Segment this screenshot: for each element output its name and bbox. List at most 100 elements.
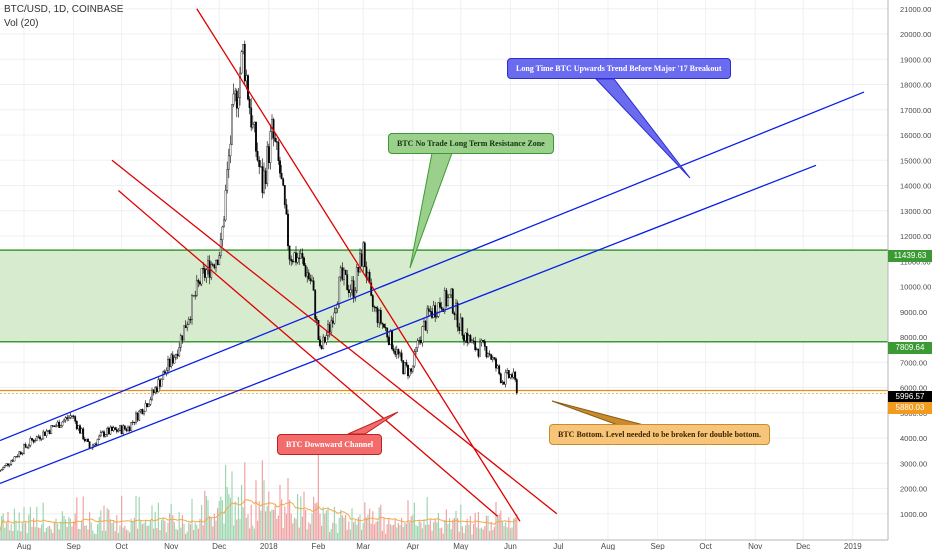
candle-body[interactable]	[475, 348, 478, 351]
candle-body[interactable]	[10, 460, 13, 465]
candle-body[interactable]	[421, 326, 424, 344]
candle-body[interactable]	[72, 415, 75, 417]
candle-body[interactable]	[314, 290, 317, 319]
candle-body[interactable]	[376, 307, 379, 324]
candle-body[interactable]	[130, 422, 133, 432]
candle-body[interactable]	[71, 415, 73, 417]
candle-body[interactable]	[424, 321, 427, 331]
candle-body[interactable]	[306, 272, 309, 277]
candle-body[interactable]	[192, 295, 195, 297]
candle-body[interactable]	[87, 439, 89, 442]
candle-body[interactable]	[291, 260, 294, 263]
candle-body[interactable]	[223, 219, 225, 228]
candle-body[interactable]	[85, 439, 88, 442]
candle-body[interactable]	[354, 290, 357, 299]
candle-body[interactable]	[427, 308, 430, 312]
candle-body[interactable]	[488, 353, 491, 355]
candle-body[interactable]	[285, 204, 288, 215]
candle-body[interactable]	[370, 282, 373, 296]
candle-body[interactable]	[280, 173, 283, 180]
candle-body[interactable]	[403, 362, 406, 375]
candle-body[interactable]	[323, 336, 326, 343]
candle-body[interactable]	[359, 253, 361, 273]
candle-body[interactable]	[242, 44, 245, 52]
candle-body[interactable]	[163, 371, 166, 374]
candle-body[interactable]	[351, 280, 353, 291]
candle-body[interactable]	[511, 374, 513, 378]
candle-body[interactable]	[213, 264, 216, 268]
candle-body[interactable]	[111, 426, 113, 431]
candle-body[interactable]	[325, 335, 328, 343]
candle-body[interactable]	[263, 170, 265, 193]
candle-body[interactable]	[82, 428, 85, 440]
candle-body[interactable]	[234, 90, 237, 95]
candle-body[interactable]	[16, 455, 19, 457]
candle-body[interactable]	[183, 325, 185, 341]
candle-body[interactable]	[275, 141, 278, 143]
candle-body[interactable]	[453, 312, 456, 315]
candle-body[interactable]	[267, 146, 270, 163]
candle-body[interactable]	[202, 268, 205, 270]
candle-body[interactable]	[451, 288, 454, 314]
candle-body[interactable]	[341, 267, 344, 280]
candle-body[interactable]	[487, 353, 489, 357]
candle-body[interactable]	[335, 308, 337, 314]
candle-body[interactable]	[119, 425, 121, 431]
candle-body[interactable]	[383, 323, 385, 328]
candle-body[interactable]	[122, 425, 125, 434]
candle-body[interactable]	[362, 242, 365, 267]
candle-body[interactable]	[413, 351, 416, 367]
candle-body[interactable]	[245, 75, 248, 82]
candle-body[interactable]	[50, 425, 53, 434]
candle-body[interactable]	[495, 358, 497, 369]
candle-body[interactable]	[107, 428, 110, 435]
candle-body[interactable]	[261, 166, 264, 193]
candle-body[interactable]	[103, 431, 105, 437]
candle-body[interactable]	[67, 417, 70, 419]
candle-body[interactable]	[311, 280, 313, 282]
candle-body[interactable]	[391, 330, 393, 350]
candle-body[interactable]	[498, 365, 501, 374]
candle-body[interactable]	[256, 151, 259, 161]
candle-body[interactable]	[295, 252, 297, 263]
candle-body[interactable]	[416, 340, 419, 348]
candle-body[interactable]	[146, 403, 149, 408]
candle-body[interactable]	[328, 324, 331, 333]
candle-body[interactable]	[330, 320, 333, 333]
candle-body[interactable]	[143, 411, 145, 415]
candle-body[interactable]	[455, 302, 457, 315]
candle-body[interactable]	[66, 417, 69, 419]
candle-body[interactable]	[243, 44, 246, 82]
candle-body[interactable]	[39, 436, 41, 440]
candle-body[interactable]	[397, 349, 400, 355]
candle-body[interactable]	[237, 97, 240, 109]
candle-body[interactable]	[343, 269, 345, 280]
candle-body[interactable]	[375, 306, 377, 309]
candle-body[interactable]	[133, 421, 136, 423]
candle-body[interactable]	[157, 379, 160, 393]
candle-body[interactable]	[47, 430, 49, 432]
candle-body[interactable]	[400, 352, 403, 361]
candle-body[interactable]	[32, 439, 35, 443]
candle-body[interactable]	[349, 289, 352, 293]
candle-body[interactable]	[381, 322, 384, 325]
candle-body[interactable]	[490, 354, 493, 360]
candle-body[interactable]	[304, 265, 307, 277]
candle-body[interactable]	[319, 339, 321, 347]
candle-body[interactable]	[501, 381, 504, 384]
candle-body[interactable]	[96, 439, 99, 445]
candle-body[interactable]	[506, 370, 509, 373]
candle-body[interactable]	[139, 409, 142, 412]
candle-body[interactable]	[298, 257, 301, 259]
candle-body[interactable]	[293, 252, 296, 263]
candle-body[interactable]	[115, 429, 118, 432]
candle-body[interactable]	[99, 432, 102, 437]
candle-body[interactable]	[186, 324, 189, 329]
candle-body[interactable]	[418, 340, 421, 342]
candle-body[interactable]	[483, 341, 486, 347]
candle-body[interactable]	[43, 431, 46, 436]
candle-body[interactable]	[151, 389, 153, 400]
candle-body[interactable]	[74, 416, 77, 422]
candle-body[interactable]	[59, 425, 62, 428]
candle-body[interactable]	[258, 159, 261, 167]
